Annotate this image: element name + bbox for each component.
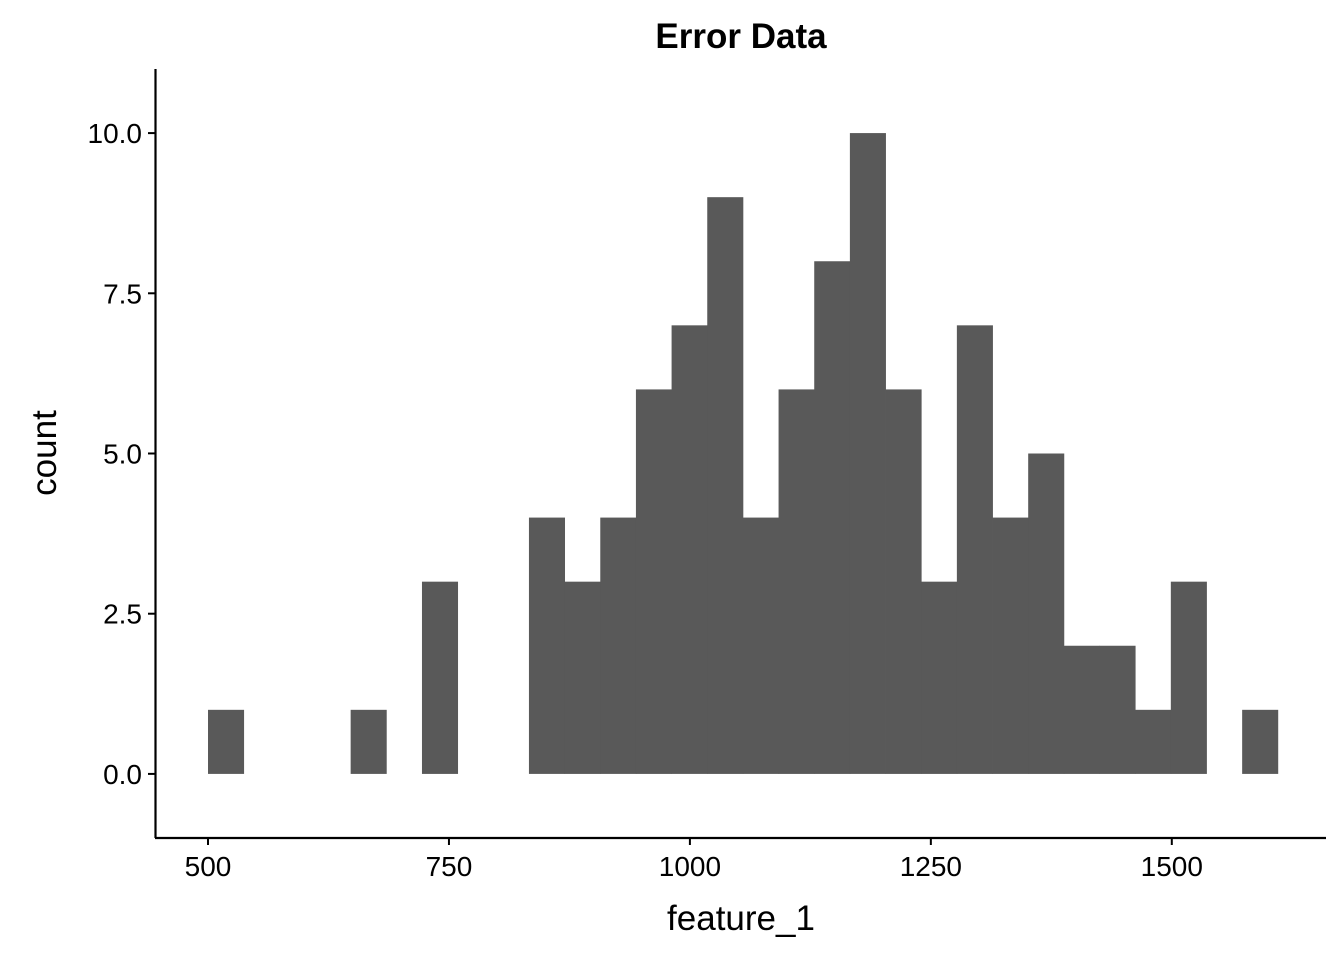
x-tick-label: 750: [426, 851, 473, 882]
histogram-bar: [421, 581, 459, 774]
y-axis-ticks: 0.0 2.5 5.0 7.5 10.0: [88, 118, 155, 790]
y-tick-label: 2.5: [103, 599, 142, 630]
histogram-bar: [1170, 581, 1207, 774]
x-tick-label: 1250: [900, 851, 962, 882]
x-tick-label: 500: [185, 851, 232, 882]
histogram-bar: [528, 517, 566, 774]
histogram-bar: [350, 709, 387, 774]
histogram-bar: [1028, 453, 1065, 774]
histogram-bar: [956, 325, 993, 774]
y-tick-label: 10.0: [88, 118, 143, 149]
y-tick-label: 7.5: [103, 278, 142, 309]
histogram-bar: [814, 261, 851, 774]
histogram-bar: [671, 325, 708, 774]
x-axis-title: feature_1: [667, 899, 815, 938]
histogram-bar: [208, 709, 245, 774]
histogram-bar: [742, 517, 779, 774]
y-tick-label: 0.0: [103, 759, 142, 790]
histogram-bar: [1063, 645, 1100, 774]
histogram-bar: [600, 517, 637, 774]
histogram-bar: [564, 581, 601, 774]
y-axis-title: count: [25, 410, 64, 496]
histogram-bar: [1099, 645, 1136, 774]
bars-group: [208, 133, 1279, 774]
histogram-bar: [707, 197, 744, 774]
histogram-bar: [921, 581, 958, 774]
histogram-bar: [992, 517, 1029, 774]
x-tick-label: 1000: [659, 851, 721, 882]
histogram-bar: [635, 389, 672, 774]
chart-title: Error Data: [655, 17, 827, 56]
x-tick-label: 1500: [1141, 851, 1203, 882]
histogram-bar: [849, 133, 886, 774]
histogram-bar: [885, 389, 922, 774]
x-axis-ticks: 500 750 1000 1250 1500: [185, 838, 1203, 882]
histogram-bar: [1135, 709, 1172, 774]
histogram-bar: [1242, 709, 1279, 774]
histogram-bar: [778, 389, 815, 774]
y-tick-label: 5.0: [103, 439, 142, 470]
